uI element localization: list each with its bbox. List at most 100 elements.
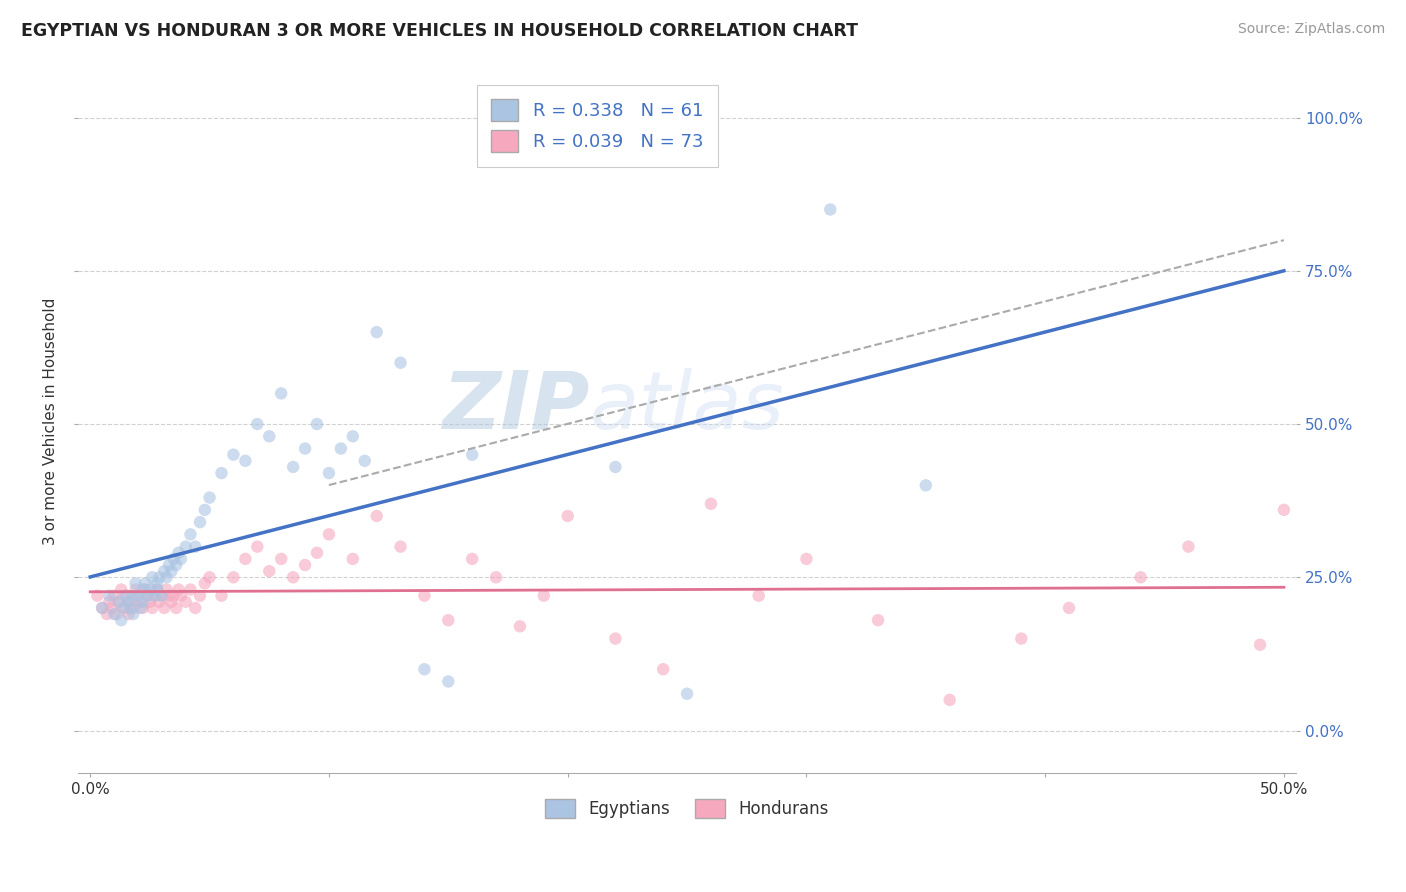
Point <box>160 595 183 609</box>
Point <box>150 589 173 603</box>
Point <box>165 601 187 615</box>
Point <box>139 582 162 597</box>
Point <box>676 687 699 701</box>
Text: ZIP: ZIP <box>443 368 589 446</box>
Point <box>167 546 190 560</box>
Point <box>259 429 281 443</box>
Point <box>170 589 193 603</box>
Point <box>235 552 257 566</box>
Point <box>605 459 627 474</box>
Point <box>167 582 190 597</box>
Point <box>796 552 818 566</box>
Point <box>163 589 186 603</box>
Point <box>153 601 176 615</box>
Point <box>98 589 121 603</box>
Point <box>103 589 125 603</box>
Point <box>105 607 128 621</box>
Point <box>163 552 186 566</box>
Point <box>194 503 217 517</box>
Point <box>270 386 292 401</box>
Point <box>165 558 187 572</box>
Point <box>127 589 149 603</box>
Point <box>146 582 169 597</box>
Point <box>366 508 388 523</box>
Point <box>146 582 169 597</box>
Point <box>117 595 139 609</box>
Point <box>914 478 936 492</box>
Point <box>148 595 170 609</box>
Point <box>115 589 138 603</box>
Point <box>938 693 960 707</box>
Point <box>652 662 675 676</box>
Text: Source: ZipAtlas.com: Source: ZipAtlas.com <box>1237 22 1385 37</box>
Point <box>132 595 155 609</box>
Point <box>110 613 132 627</box>
Point <box>124 582 146 597</box>
Point <box>184 540 207 554</box>
Point <box>103 607 125 621</box>
Point <box>170 552 193 566</box>
Point <box>1272 503 1295 517</box>
Point <box>294 558 316 572</box>
Text: EGYPTIAN VS HONDURAN 3 OR MORE VEHICLES IN HOUSEHOLD CORRELATION CHART: EGYPTIAN VS HONDURAN 3 OR MORE VEHICLES … <box>21 22 858 40</box>
Point <box>179 582 201 597</box>
Point <box>91 601 114 615</box>
Point <box>198 491 221 505</box>
Point <box>174 595 197 609</box>
Point <box>194 576 217 591</box>
Point <box>461 448 484 462</box>
Point <box>366 325 388 339</box>
Point <box>222 570 245 584</box>
Point <box>509 619 531 633</box>
Point <box>1249 638 1271 652</box>
Point <box>129 595 152 609</box>
Point <box>110 582 132 597</box>
Point <box>342 429 364 443</box>
Point <box>96 607 118 621</box>
Point <box>188 515 211 529</box>
Point <box>329 442 352 456</box>
Point <box>100 601 122 615</box>
Point <box>294 442 316 456</box>
Point <box>112 601 135 615</box>
Point <box>533 589 555 603</box>
Point <box>305 546 328 560</box>
Point <box>270 552 292 566</box>
Point <box>120 601 142 615</box>
Point <box>157 589 180 603</box>
Point <box>129 601 152 615</box>
Point <box>820 202 842 217</box>
Point <box>211 589 233 603</box>
Point <box>134 582 156 597</box>
Point <box>211 466 233 480</box>
Point <box>132 601 155 615</box>
Point <box>748 589 770 603</box>
Point <box>318 527 340 541</box>
Point <box>122 601 145 615</box>
Point <box>132 582 155 597</box>
Point <box>141 601 163 615</box>
Point <box>157 558 180 572</box>
Point <box>461 552 484 566</box>
Point <box>437 613 460 627</box>
Point <box>91 601 114 615</box>
Point <box>868 613 890 627</box>
Point <box>141 570 163 584</box>
Point <box>155 582 177 597</box>
Point <box>115 589 138 603</box>
Point <box>174 540 197 554</box>
Point <box>413 662 436 676</box>
Point <box>127 589 149 603</box>
Point <box>155 570 177 584</box>
Point <box>117 607 139 621</box>
Point <box>120 595 142 609</box>
Point <box>146 576 169 591</box>
Point <box>122 607 145 621</box>
Point <box>222 448 245 462</box>
Point <box>124 576 146 591</box>
Point <box>150 589 173 603</box>
Point <box>305 417 328 431</box>
Point <box>148 570 170 584</box>
Point <box>143 589 166 603</box>
Point <box>1129 570 1152 584</box>
